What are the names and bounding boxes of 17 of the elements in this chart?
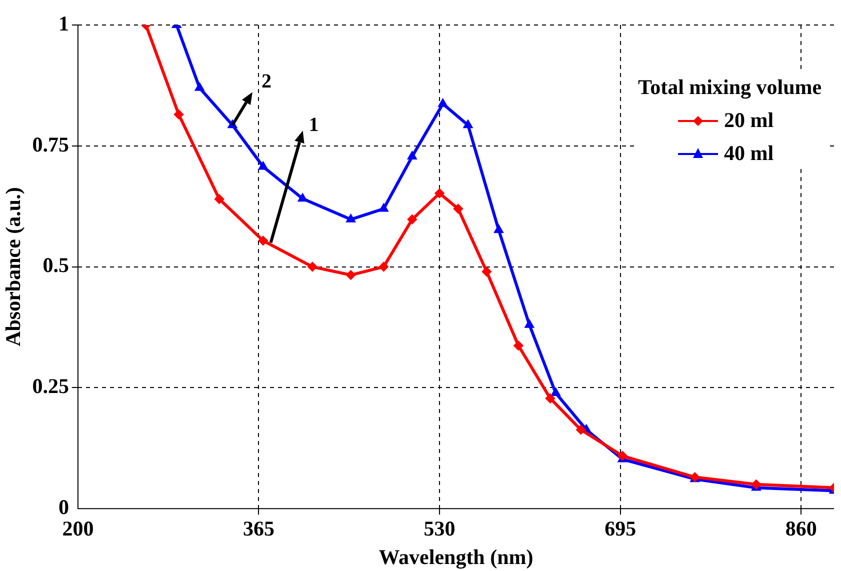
legend-title: Total mixing volume [638,75,822,100]
x-tick-label: 695 [604,516,636,541]
x-tick-label: 860 [785,516,817,541]
y-tick-label: 0 [58,495,69,520]
y-tick-label: 0.75 [32,132,69,156]
x-tick-label: 365 [242,516,274,541]
y-tick-label: 0.25 [32,374,69,398]
legend-label: 40 ml [724,141,774,166]
y-tick-label: 1 [58,11,69,36]
annotation: 2 [261,70,272,92]
annotation: 1 [308,114,319,136]
y-axis-title: Absorbance (a.u.) [1,187,26,346]
x-tick-label: 200 [62,516,94,541]
x-axis-title: Wavelength (nm) [378,544,534,569]
x-tick-label: 530 [424,516,456,541]
y-tick-label: 0.5 [42,253,69,278]
legend-label: 20 ml [724,108,774,133]
